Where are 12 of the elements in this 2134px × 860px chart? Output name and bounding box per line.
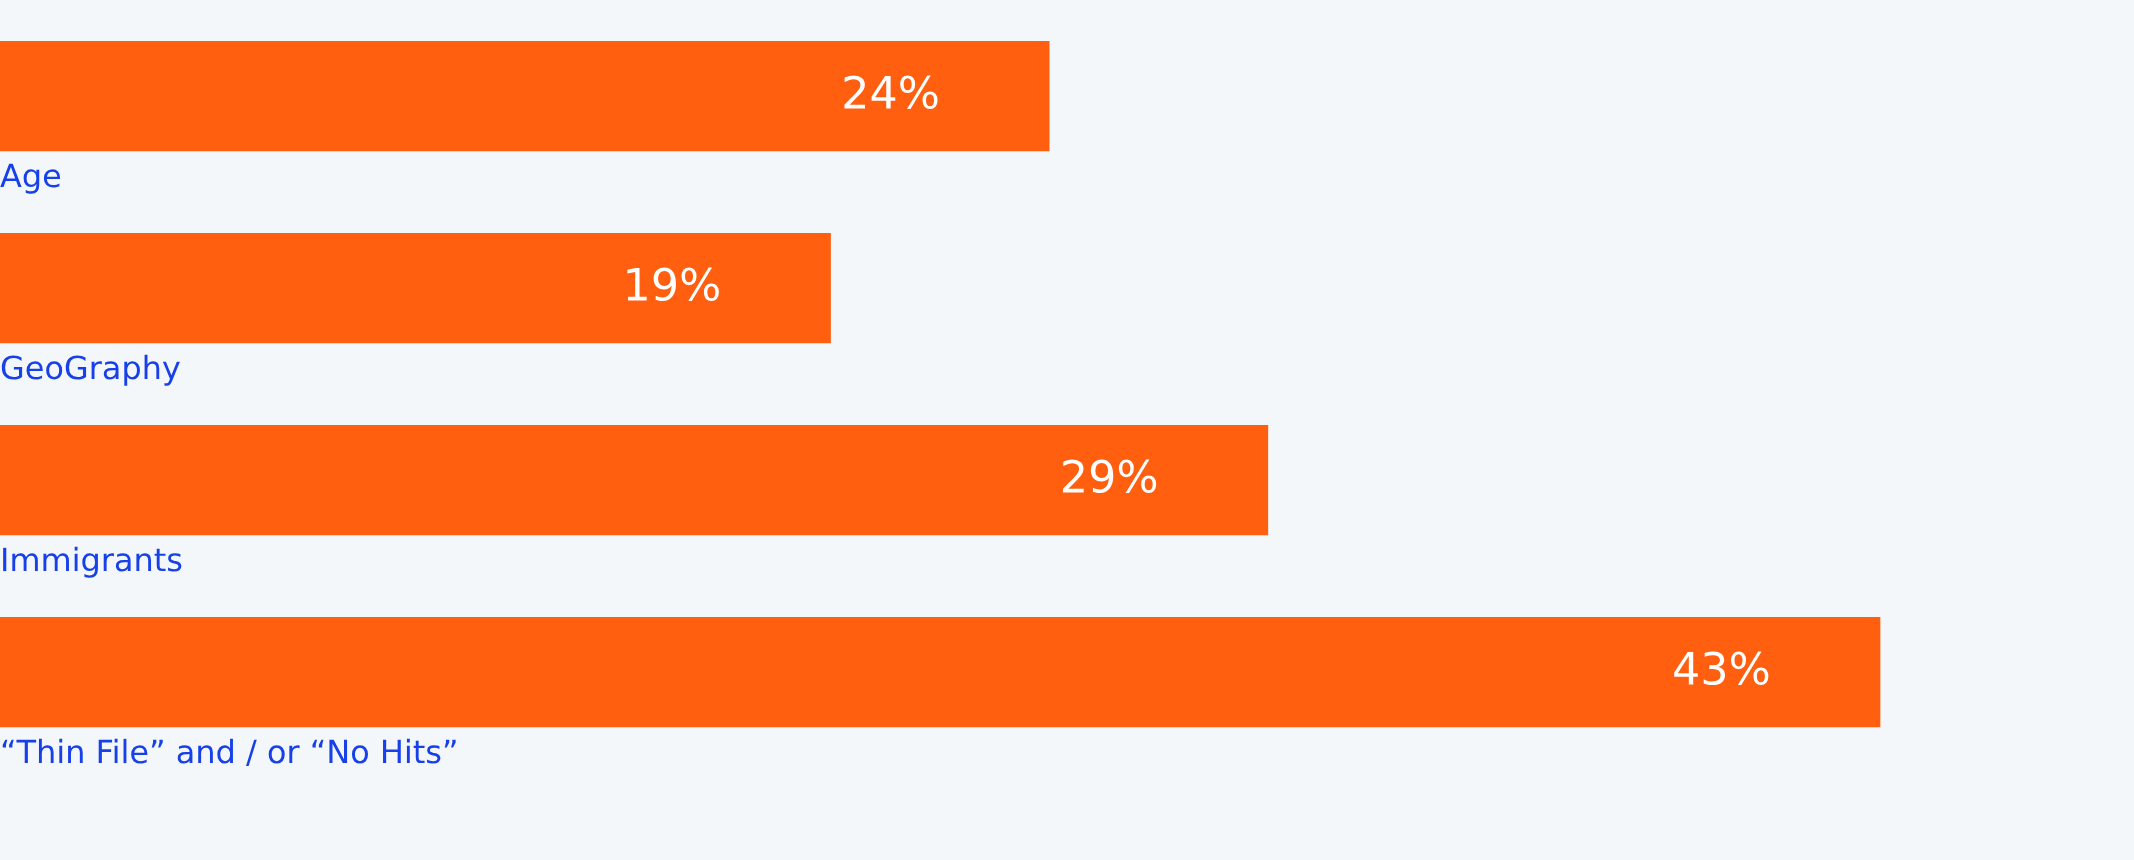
y-tick-label: Age [0,163,61,194]
bar [0,617,1881,728]
bar [0,233,831,344]
bar [0,425,1269,536]
y-tick-label: “Thin File” and / or “No Hits” [2,738,456,767]
y-tick-label: GeoGraphy [1,354,180,386]
bar [0,41,1050,152]
data-label: 24% [844,75,938,110]
y-tick-label: Immigrants [3,546,182,578]
data-label: 19% [627,267,719,302]
data-label: 29% [1063,459,1157,494]
data-label: 43% [1674,651,1769,686]
